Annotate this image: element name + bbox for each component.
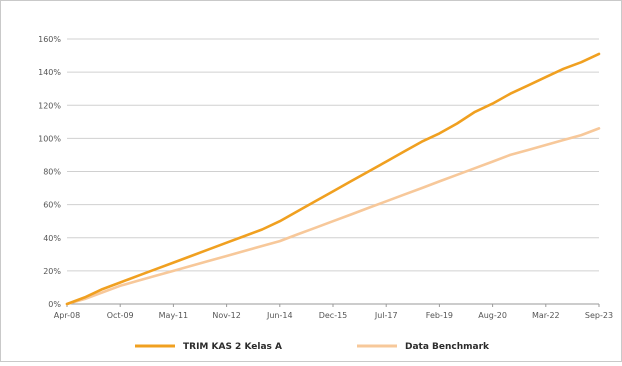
y-tick-label: 140% <box>38 68 61 77</box>
x-tick-label: May-11 <box>159 311 188 320</box>
y-tick-label: 0% <box>48 300 61 309</box>
x-tick-label: Mar-22 <box>532 311 560 320</box>
x-tick-label: Jun-14 <box>266 311 293 320</box>
y-tick-label: 120% <box>38 101 61 110</box>
x-tick-label: Sep-23 <box>585 311 613 320</box>
legend-label: TRIM KAS 2 Kelas A <box>183 342 282 352</box>
x-tick-label: Nov-12 <box>212 311 240 320</box>
y-tick-label: 40% <box>43 234 61 243</box>
y-tick-label: 100% <box>38 134 61 143</box>
x-tick-label: Feb-19 <box>426 311 453 320</box>
y-tick-label: 60% <box>43 201 61 210</box>
series-line-data-benchmark <box>65 127 601 306</box>
x-tick-label: Aug-20 <box>478 311 507 320</box>
y-tick-label: 160% <box>38 35 61 44</box>
legend-label: Data Benchmark <box>405 342 490 352</box>
series-line-trim-kas-2-kelas-a <box>65 52 601 306</box>
x-tick-label: Apr-08 <box>54 311 80 320</box>
y-tick-label: 20% <box>43 267 61 276</box>
y-tick-label: 80% <box>43 168 61 177</box>
x-tick-label: Jul-17 <box>374 311 398 320</box>
x-tick-label: Oct-09 <box>107 311 134 320</box>
x-tick-label: Dec-15 <box>319 311 348 320</box>
